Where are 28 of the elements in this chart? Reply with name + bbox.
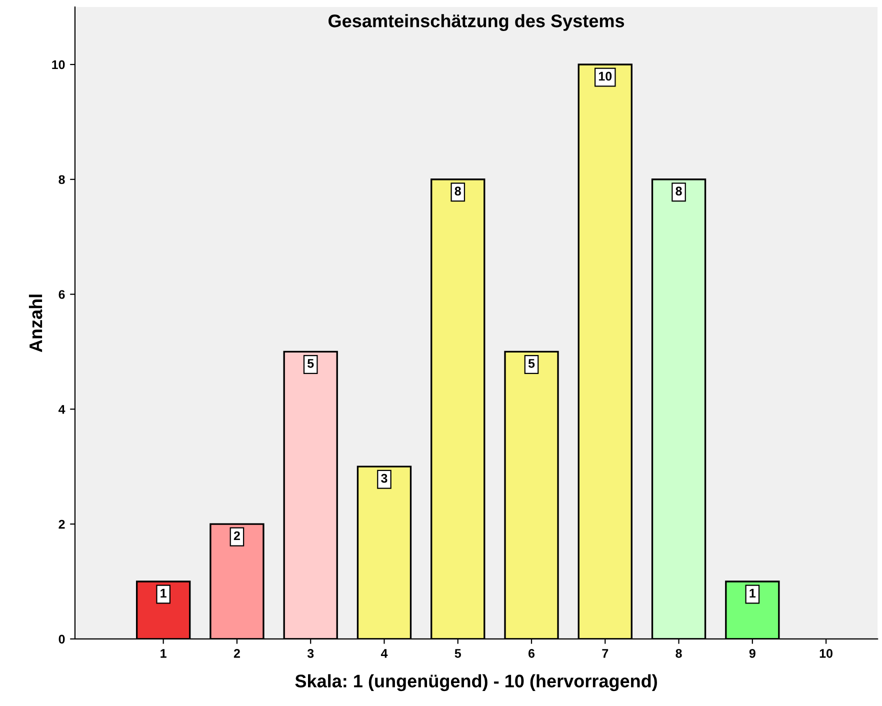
x-axis-title: Skala: 1 (ungenügend) - 10 (hervorragend) bbox=[295, 674, 657, 692]
y-tick-label: 10 bbox=[52, 60, 65, 70]
y-axis-title: Anzahl bbox=[28, 294, 42, 352]
x-tick-label: 7 bbox=[602, 649, 608, 658]
data-label: 10 bbox=[598, 72, 612, 81]
x-tick-label: 4 bbox=[380, 649, 388, 658]
data-label: 5 bbox=[308, 359, 314, 368]
data-label: 8 bbox=[676, 186, 682, 196]
data-label: 3 bbox=[381, 474, 388, 483]
x-tick-label: 3 bbox=[307, 648, 314, 658]
data-label: 5 bbox=[528, 359, 535, 368]
chart-title: Gesamteinschätzung des Systems bbox=[328, 14, 624, 31]
y-tick-label: 6 bbox=[58, 290, 65, 299]
y-tick-label: 2 bbox=[58, 520, 65, 529]
x-tick-label: 2 bbox=[234, 648, 240, 658]
x-tick-label: 9 bbox=[749, 648, 756, 658]
x-tick-label: 6 bbox=[528, 648, 535, 658]
data-label: 1 bbox=[750, 588, 756, 598]
x-tick-label: 10 bbox=[820, 648, 832, 658]
data-label: 8 bbox=[454, 186, 461, 196]
x-tick-label: 1 bbox=[160, 649, 166, 658]
data-label: 1 bbox=[160, 588, 166, 598]
y-tick-label: 4 bbox=[58, 405, 66, 414]
y-tick-label: 0 bbox=[58, 634, 65, 644]
data-label: 2 bbox=[234, 531, 240, 540]
y-tick-label: 8 bbox=[58, 175, 65, 184]
x-tick-label: 8 bbox=[676, 648, 682, 658]
x-tick-label: 5 bbox=[454, 649, 461, 658]
